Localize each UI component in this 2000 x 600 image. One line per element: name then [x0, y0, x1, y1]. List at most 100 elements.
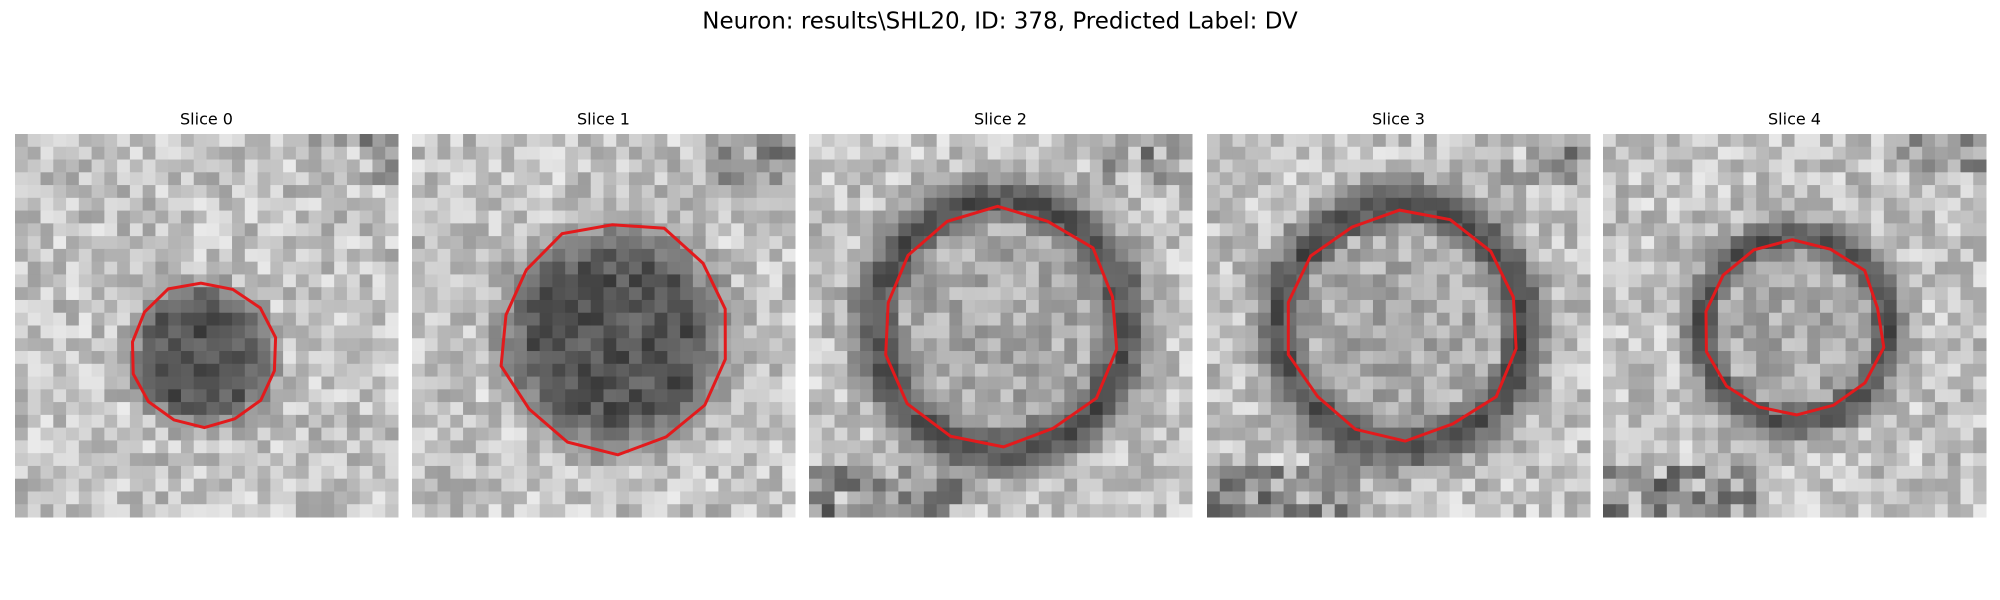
pixel	[1089, 465, 1104, 480]
pixel	[1102, 197, 1116, 212]
pixel	[616, 134, 630, 148]
pixel	[860, 299, 874, 314]
pixel	[412, 159, 426, 173]
pixel	[590, 210, 604, 224]
pixel	[1692, 210, 1706, 224]
pixel	[616, 465, 630, 480]
pixel	[1756, 274, 1770, 288]
pixel	[1000, 287, 1014, 301]
pixel	[1538, 248, 1553, 263]
pixel	[1334, 210, 1348, 224]
pixel	[1628, 389, 1642, 403]
pixel	[1411, 440, 1425, 454]
pixel	[206, 440, 220, 454]
pixel	[437, 325, 451, 339]
pixel	[1743, 427, 1757, 441]
pixel	[1960, 440, 1974, 454]
pixel	[1102, 465, 1116, 480]
pixel	[372, 146, 386, 161]
pixel	[334, 223, 348, 237]
pixel	[1270, 312, 1285, 326]
pixel	[1692, 338, 1706, 352]
pixel	[78, 453, 93, 467]
pixel	[1153, 248, 1167, 263]
pixel	[1922, 440, 1936, 454]
pixel	[463, 440, 477, 454]
pixel	[539, 504, 553, 518]
pixel	[1705, 376, 1719, 390]
pixel	[1807, 172, 1821, 186]
pixel	[1832, 504, 1847, 518]
pixel	[1115, 478, 1129, 492]
pixel	[270, 185, 284, 199]
pixel	[1179, 504, 1193, 518]
pixel	[1896, 504, 1910, 518]
pixel	[15, 134, 29, 148]
pixel	[552, 197, 566, 212]
pixel	[987, 478, 1001, 492]
pixel	[424, 465, 439, 480]
pixel	[1615, 478, 1630, 492]
pixel	[346, 197, 361, 212]
pixel	[936, 453, 950, 467]
pixel	[1564, 414, 1578, 429]
pixel	[1654, 197, 1668, 212]
pixel	[1705, 134, 1719, 148]
pixel	[860, 197, 874, 212]
pixel	[692, 299, 707, 314]
pixel	[359, 504, 373, 518]
pixel	[1258, 363, 1272, 378]
pixel	[78, 287, 93, 301]
pixel	[949, 478, 963, 492]
pixel	[1309, 274, 1323, 288]
pixel	[346, 363, 361, 378]
pixel	[1487, 491, 1502, 505]
pixel	[66, 440, 80, 454]
pixel	[295, 389, 310, 403]
pixel	[78, 197, 93, 212]
pixel	[1538, 376, 1553, 390]
pixel	[1641, 159, 1655, 173]
pixel	[885, 159, 899, 173]
pixel	[372, 248, 386, 263]
pixel	[1654, 338, 1668, 352]
pixel	[334, 491, 348, 505]
pixel	[1922, 159, 1936, 173]
pixel	[667, 134, 681, 148]
pixel	[1077, 134, 1091, 148]
pixel	[1538, 351, 1553, 365]
pixel	[1102, 185, 1116, 199]
pixel	[346, 159, 361, 173]
pixel	[1000, 172, 1014, 186]
pixel	[847, 363, 861, 378]
pixel	[552, 440, 566, 454]
pixel	[1207, 389, 1221, 403]
pixel	[40, 325, 54, 339]
pixel	[450, 287, 464, 301]
pixel	[372, 197, 386, 212]
pixel	[616, 236, 630, 250]
pixel	[1462, 185, 1476, 199]
pixel	[1475, 325, 1489, 339]
pixel	[1207, 402, 1221, 416]
pixel	[885, 389, 899, 403]
pixel	[1973, 312, 1987, 326]
pixel	[1743, 504, 1757, 518]
pixel	[782, 504, 796, 518]
pixel	[257, 504, 271, 518]
pixel	[731, 478, 745, 492]
pixel	[1794, 338, 1808, 352]
pixel	[616, 453, 630, 467]
pixel	[219, 248, 233, 263]
pixel	[1360, 414, 1374, 429]
pixel	[1768, 287, 1783, 301]
pixel	[1692, 299, 1706, 314]
pixel	[1577, 453, 1591, 467]
pixel	[1947, 414, 1961, 429]
pixel	[1115, 134, 1129, 148]
pixel	[142, 440, 156, 454]
pixel	[1768, 261, 1783, 275]
pixel	[1000, 248, 1014, 263]
pixel	[1526, 376, 1540, 390]
pixel	[1000, 236, 1014, 250]
